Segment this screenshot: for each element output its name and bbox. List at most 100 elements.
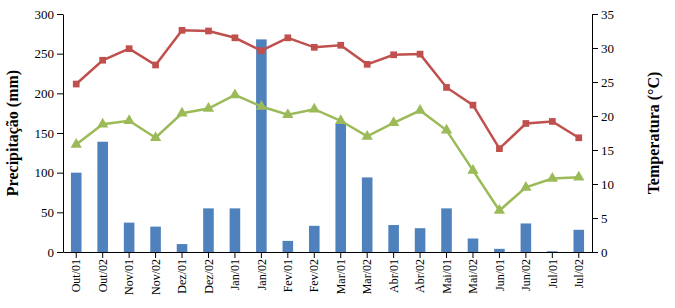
- tick-label: 0: [48, 245, 55, 260]
- bar: [494, 249, 505, 252]
- line: [76, 30, 579, 148]
- bar: [71, 173, 82, 252]
- tick-label: Mai/01: [440, 259, 454, 294]
- marker: [549, 118, 556, 125]
- tick: Fev/01: [281, 252, 295, 292]
- marker: [258, 47, 265, 54]
- tick-mark: [393, 252, 394, 258]
- tick-label: Mar/02: [360, 259, 374, 294]
- tick: Jun/02: [519, 252, 533, 291]
- marker: [282, 108, 293, 118]
- tick: 25: [592, 75, 614, 90]
- tick-mark: [592, 82, 598, 83]
- tick: Mai/02: [466, 252, 480, 294]
- marker: [97, 118, 108, 128]
- y2-axis-title: Temperatura (°C): [645, 72, 663, 195]
- marker: [99, 57, 106, 64]
- tick-mark: [472, 252, 473, 258]
- tick-label: 200: [35, 86, 55, 101]
- tick: 50: [41, 205, 63, 220]
- tick-mark: [57, 93, 63, 94]
- bar: [362, 177, 373, 252]
- tick: 250: [35, 46, 64, 61]
- marker: [547, 172, 558, 182]
- marker: [232, 34, 239, 41]
- tick: 35: [592, 7, 614, 22]
- tick-mark: [57, 133, 63, 134]
- marker: [523, 120, 530, 127]
- bar: [335, 123, 346, 252]
- bar: [230, 208, 241, 252]
- axis-line: [64, 252, 593, 253]
- tick-label: Jul/02: [572, 259, 586, 288]
- marker: [179, 27, 186, 34]
- tick: Mar/02: [360, 252, 374, 294]
- tick-label: Fev/02: [307, 259, 321, 292]
- marker: [123, 114, 134, 124]
- tick-mark: [155, 252, 156, 258]
- bar: [521, 223, 532, 252]
- y-axis: 050100150200250300: [35, 7, 64, 260]
- tick-mark: [57, 252, 63, 253]
- tick: 200: [35, 86, 64, 101]
- tick: Fev/02: [307, 252, 321, 292]
- marker: [467, 164, 478, 174]
- tick-label: Jun/01: [493, 259, 507, 291]
- marker: [73, 81, 80, 88]
- tick: 15: [592, 143, 614, 158]
- marker: [573, 171, 584, 181]
- tick-label: 50: [41, 205, 54, 220]
- tick: 0: [48, 245, 64, 260]
- tick-label: Out/02: [96, 259, 110, 292]
- marker: [470, 102, 477, 109]
- bar: [573, 230, 584, 252]
- bar: [309, 226, 320, 252]
- tick: Dez/02: [202, 252, 216, 294]
- tick-label: Dez/01: [175, 259, 189, 294]
- tick-mark: [76, 252, 77, 258]
- tick-mark: [182, 252, 183, 258]
- tick: Abr/02: [413, 252, 427, 293]
- marker: [388, 116, 399, 126]
- tick-mark: [208, 252, 209, 258]
- marker: [256, 100, 267, 110]
- tick: Mar/01: [334, 252, 348, 294]
- marker: [150, 131, 161, 141]
- tick-label: 30: [601, 41, 614, 56]
- tick: Out/01: [69, 252, 83, 292]
- marker: [152, 62, 159, 69]
- tick: Abr/01: [387, 252, 401, 293]
- marker: [176, 107, 187, 117]
- tick-mark: [287, 252, 288, 258]
- marker: [494, 204, 505, 214]
- marker: [441, 124, 452, 134]
- tick-mark: [592, 116, 598, 117]
- tick-label: 15: [601, 143, 614, 158]
- marker: [229, 88, 240, 98]
- tick-mark: [578, 252, 579, 258]
- plot-area: [71, 27, 585, 252]
- tick-label: 5: [601, 211, 608, 226]
- tick-mark: [592, 48, 598, 49]
- bars: [71, 39, 584, 252]
- tick-mark: [592, 184, 598, 185]
- bar: [124, 223, 135, 252]
- tick-label: 20: [601, 109, 614, 124]
- tick: 20: [592, 109, 614, 124]
- tick: Nov/02: [149, 252, 163, 295]
- chart: 05010015020025030005101520253035Out/01Ou…: [0, 0, 675, 308]
- tick-mark: [592, 218, 598, 219]
- tick-label: 300: [35, 7, 55, 22]
- marker: [390, 51, 397, 58]
- marker: [496, 145, 503, 152]
- tick-mark: [446, 252, 447, 258]
- marker: [284, 34, 291, 41]
- tick: Jul/02: [572, 252, 586, 288]
- tick-label: 35: [601, 7, 614, 22]
- tick-label: 250: [35, 46, 55, 61]
- tick-label: 0: [601, 245, 608, 260]
- tick-mark: [261, 252, 262, 258]
- tick-mark: [102, 252, 103, 258]
- bar: [283, 241, 294, 252]
- tick-label: 25: [601, 75, 614, 90]
